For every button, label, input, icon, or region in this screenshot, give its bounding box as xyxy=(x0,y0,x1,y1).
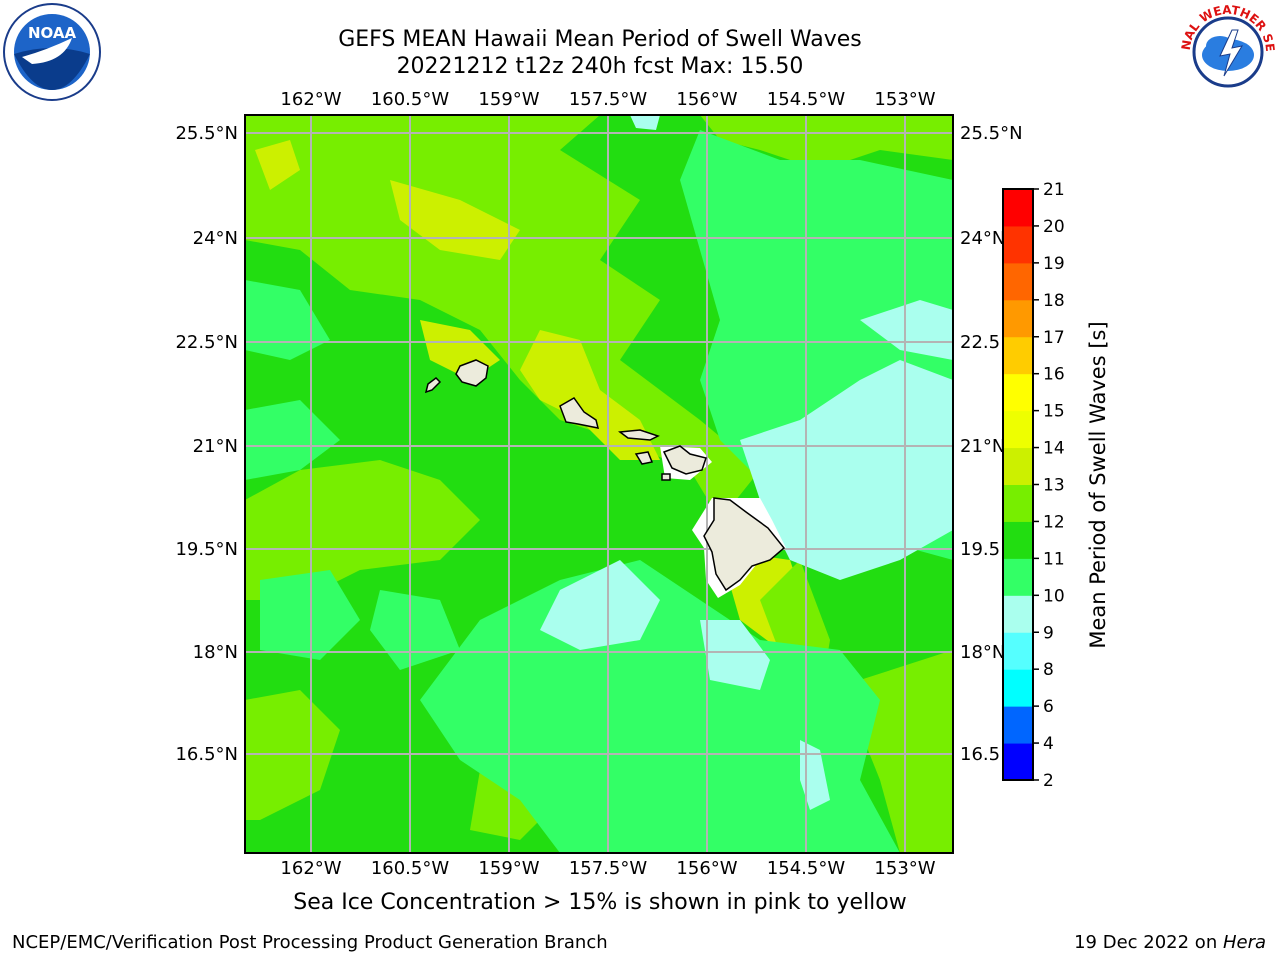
lon-tick-top: 153°W xyxy=(874,89,935,110)
colorbar-segment xyxy=(1003,336,1033,375)
colorbar-tick-label: 10 xyxy=(1043,586,1065,606)
lon-tick-bottom: 162°W xyxy=(280,858,341,879)
graticule xyxy=(245,115,953,853)
colorbar-tick-label: 12 xyxy=(1043,512,1065,532)
colorbar-tick-label: 20 xyxy=(1043,217,1065,237)
colorbar-tick-label: 9 xyxy=(1043,623,1054,643)
lat-tick-right: 25.5°N xyxy=(960,123,1023,144)
footer-machine: Hera xyxy=(1222,932,1266,953)
colorbar-tick-label: 8 xyxy=(1043,660,1054,680)
colorbar-tick-label: 2 xyxy=(1043,771,1054,791)
lat-tick-left: 18°N xyxy=(193,642,238,663)
colorbar-tick-label: 21 xyxy=(1043,180,1065,200)
colorbar-segment xyxy=(1003,447,1033,485)
lat-tick-left: 21°N xyxy=(193,436,238,457)
island-hawaii xyxy=(703,497,786,592)
colorbar-segment xyxy=(1003,558,1033,596)
nws-logo-icon: NATIONAL WEATHER SERVICE xyxy=(1176,0,1278,102)
lon-tick-bottom: 154.5°W xyxy=(767,858,846,879)
lat-tick-right: 18°N xyxy=(960,642,1005,663)
colorbar-segment xyxy=(1003,669,1033,707)
colorbar-tick-label: 14 xyxy=(1043,439,1065,459)
colorbar-tick-label: 17 xyxy=(1043,328,1065,348)
island-molokai xyxy=(618,429,660,441)
colorbar-segment xyxy=(1003,521,1033,559)
lon-tick-top: 162°W xyxy=(280,89,341,110)
colorbar-segment xyxy=(1003,410,1033,449)
lat-tick-left: 24°N xyxy=(193,228,238,249)
colorbar-tick-label: 15 xyxy=(1043,402,1065,422)
lon-tick-bottom: 160.5°W xyxy=(371,858,450,879)
lon-tick-top: 159°W xyxy=(478,89,539,110)
lat-tick-left: 16.5°N xyxy=(175,744,238,765)
lat-tick-right: 19.5 xyxy=(960,539,1000,560)
colorbar-tick-label: 16 xyxy=(1043,365,1065,385)
colorbar-segment xyxy=(1003,743,1033,781)
colorbar-segment xyxy=(1003,299,1033,338)
colorbar: 2 4 6 8 9 10 11 12 13 14 15 16 17 18 19 20 21 xyxy=(1002,180,1065,791)
colorbar-tick-label: 19 xyxy=(1043,254,1065,274)
island-maui xyxy=(662,445,707,475)
lat-tick-left: 25.5°N xyxy=(175,123,238,144)
lon-tick-bottom: 159°W xyxy=(478,858,539,879)
map-subtitle: 20221212 t12z 240h fcst Max: 15.50 xyxy=(396,54,804,79)
lon-tick-top: 157.5°W xyxy=(569,89,648,110)
colorbar-tick-label: 6 xyxy=(1043,697,1054,717)
colorbar-segment xyxy=(1003,632,1033,670)
lat-tick-right: 24°N xyxy=(960,228,1005,249)
colorbar-segment xyxy=(1003,373,1033,412)
lon-tick-top: 154.5°W xyxy=(767,89,846,110)
island-kahoolawe xyxy=(661,473,671,481)
map-title: GEFS MEAN Hawaii Mean Period of Swell Wa… xyxy=(338,27,862,52)
lon-tick-bottom: 153°W xyxy=(874,858,935,879)
lat-tick-right: 21°N xyxy=(960,436,1005,457)
colorbar-tick-label: 11 xyxy=(1043,549,1065,569)
footer-date-text: 19 Dec 2022 on xyxy=(1074,932,1223,953)
colorbar-tick-label: 13 xyxy=(1043,476,1065,496)
sea-ice-note: Sea Ice Concentration > 15% is shown in … xyxy=(293,890,907,915)
footer-branch: NCEP/EMC/Verification Post Processing Pr… xyxy=(12,932,608,953)
island-oahu xyxy=(559,397,600,429)
lat-tick-left: 19.5°N xyxy=(175,539,238,560)
colorbar-segment xyxy=(1003,706,1033,744)
lon-tick-bottom: 157.5°W xyxy=(569,858,648,879)
island-lanai xyxy=(634,451,654,465)
colorbar-segment xyxy=(1003,262,1033,301)
lat-tick-right: 16.5 xyxy=(960,744,1000,765)
colorbar-segment xyxy=(1003,225,1033,264)
lat-tick-left: 22.5°N xyxy=(175,332,238,353)
lat-tick-right: 22.5 xyxy=(960,332,1000,353)
swell-period-field xyxy=(245,115,953,853)
map-frame xyxy=(244,114,954,854)
lon-tick-top: 160.5°W xyxy=(371,89,450,110)
axis-labels: 162°W 162°W 160.5°W 160.5°W 159°W 159°W 157.5°… xyxy=(175,89,1022,879)
noaa-logo-text: NOAA xyxy=(28,24,77,42)
hawaiian-islands xyxy=(424,359,786,592)
lon-tick-bottom: 156°W xyxy=(676,858,737,879)
colorbar-tick-label: 18 xyxy=(1043,291,1065,311)
island-kauai xyxy=(455,359,489,387)
colorbar-segment xyxy=(1003,189,1033,227)
noaa-logo-icon: NOAA xyxy=(3,3,101,101)
island-niihau xyxy=(424,377,442,394)
footer-date: 19 Dec 2022 on Hera xyxy=(1074,932,1266,953)
colorbar-label: Mean Period of Swell Waves [s] xyxy=(1086,321,1110,648)
colorbar-segment xyxy=(1003,484,1033,522)
colorbar-segment xyxy=(1003,595,1033,633)
colorbar-tick-label: 4 xyxy=(1043,734,1054,754)
lon-tick-top: 156°W xyxy=(676,89,737,110)
